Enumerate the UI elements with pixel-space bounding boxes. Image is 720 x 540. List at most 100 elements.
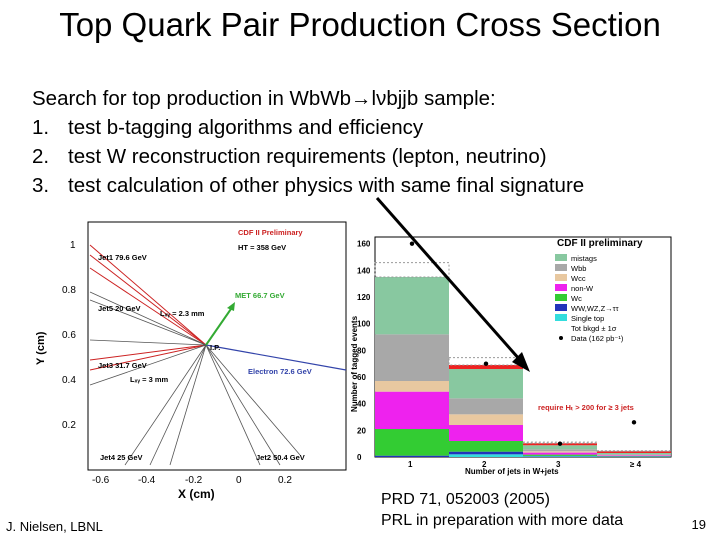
jet4-label: Jet4 25 GeV bbox=[100, 453, 143, 462]
x-tick-label: 3 bbox=[556, 460, 561, 469]
histogram-x-label: Number of jets in W+jets bbox=[465, 467, 559, 476]
bullet-intro: Search for top production in WbWb→lνbjjb… bbox=[32, 84, 584, 113]
jet2-label: Jet2 50.4 GeV bbox=[256, 453, 305, 462]
bar-segment bbox=[449, 454, 523, 457]
bullet-list: Search for top production in WbWb→lνbjjb… bbox=[32, 84, 584, 200]
y-tick-label: 0.2 bbox=[62, 420, 76, 431]
histogram-title: CDF II preliminary bbox=[557, 238, 643, 249]
jet1-line bbox=[89, 244, 207, 346]
bar-segment bbox=[597, 451, 671, 453]
jet1-line bbox=[89, 254, 207, 346]
legend-swatch bbox=[555, 294, 567, 301]
x-tick-label: -0.2 bbox=[185, 475, 203, 486]
jet1-line bbox=[89, 267, 207, 346]
y-tick-label: 60 bbox=[357, 373, 366, 382]
track bbox=[205, 344, 301, 456]
bullet-number: 2. bbox=[32, 145, 50, 168]
bar-segment bbox=[523, 445, 597, 450]
legend-label: Tot bkgd ± 1σ bbox=[571, 324, 617, 333]
x-tick-label: 0 bbox=[236, 475, 242, 486]
electron-label: Electron 72.6 GeV bbox=[248, 367, 312, 376]
track-lines bbox=[89, 291, 301, 466]
jet3-line bbox=[89, 344, 207, 361]
legend-label: Wcc bbox=[571, 274, 586, 283]
legend-swatch bbox=[555, 284, 567, 291]
legend-label: Data (162 pb⁻¹) bbox=[571, 334, 624, 343]
reference-block: PRD 71, 052003 (2005) PRL in preparation… bbox=[381, 489, 623, 531]
x-tick-label: ≥ 4 bbox=[630, 460, 642, 469]
track bbox=[205, 344, 261, 466]
data-point bbox=[557, 441, 563, 446]
track bbox=[169, 344, 207, 466]
y-tick-label: 0.4 bbox=[62, 375, 76, 386]
bar-segment bbox=[375, 381, 449, 392]
event-display-frame bbox=[87, 221, 347, 471]
y-tick-label: 0 bbox=[357, 453, 362, 462]
histogram-x-ticks: 1 2 3 ≥ 4 bbox=[408, 460, 642, 469]
jet3-line bbox=[89, 344, 207, 371]
x-tick-label: -0.4 bbox=[138, 475, 156, 486]
x-ticks: -0.6 -0.4 -0.2 0 0.2 bbox=[92, 475, 292, 486]
bar-segment bbox=[375, 391, 449, 429]
bar-segment bbox=[375, 277, 449, 335]
bar-segment bbox=[375, 334, 449, 381]
legend-label: mistags bbox=[571, 254, 597, 263]
jet-lines bbox=[89, 244, 207, 371]
bar-segment bbox=[375, 429, 449, 456]
y-tick-label: 140 bbox=[357, 266, 371, 275]
author-footer: J. Nielsen, LBNL bbox=[6, 519, 103, 534]
x-tick-label: 1 bbox=[408, 460, 413, 469]
y-tick-label: 20 bbox=[357, 426, 366, 435]
bullet-number: 1. bbox=[32, 116, 50, 139]
legend-swatch bbox=[555, 274, 567, 281]
bar-segment bbox=[449, 369, 523, 399]
bar-segment bbox=[597, 455, 671, 457]
data-point bbox=[409, 241, 415, 246]
track bbox=[149, 344, 207, 466]
data-point bbox=[631, 420, 637, 425]
bar-segment bbox=[597, 453, 671, 455]
legend-swatch bbox=[555, 304, 567, 311]
reference-line-1: PRD 71, 052003 (2005) bbox=[381, 491, 550, 508]
bar-segment bbox=[449, 441, 523, 452]
legend-swatch bbox=[555, 264, 567, 271]
bar-segment bbox=[523, 451, 597, 453]
met-label: MET 66.7 GeV bbox=[235, 291, 285, 300]
bullet-number: 3. bbox=[32, 174, 50, 197]
bullet-item: 1. test b-tagging algorithms and efficien… bbox=[32, 113, 584, 142]
event-header: CDF II Preliminary bbox=[238, 228, 303, 237]
y-tick-label: 0.8 bbox=[62, 285, 76, 296]
legend-label: Single top bbox=[571, 314, 604, 323]
track bbox=[89, 291, 207, 346]
y-tick-label: 120 bbox=[357, 293, 371, 302]
ht-label: HT = 358 GeV bbox=[238, 243, 286, 252]
histogram-y-ticks: 0 20 40 60 80 100 120 140 160 bbox=[357, 240, 371, 462]
y-tick-label: 100 bbox=[357, 320, 371, 329]
legend-label: Wbb bbox=[571, 264, 586, 273]
x-tick-label: 2 bbox=[482, 460, 487, 469]
histogram-annotation: require Hₜ > 200 for ≥ 3 jets bbox=[538, 403, 634, 412]
bar-segment bbox=[449, 425, 523, 441]
y-tick-label: 160 bbox=[357, 240, 371, 249]
y-tick-label: 0.6 bbox=[62, 330, 76, 341]
met-arrow bbox=[205, 305, 234, 346]
track bbox=[89, 344, 207, 386]
legend-swatch bbox=[555, 314, 567, 321]
jet5-label: Jet5 20 GeV bbox=[98, 304, 141, 313]
legend-label: non-W bbox=[571, 284, 594, 293]
tagged-events-histogram: 0 20 40 60 80 100 120 140 160 1 2 3 ≥ 4 CDF II prel… bbox=[350, 236, 672, 476]
track bbox=[89, 339, 207, 346]
track bbox=[205, 344, 281, 466]
y-tick-label: 80 bbox=[357, 346, 366, 355]
x-tick-label: 0.2 bbox=[278, 475, 292, 486]
bullet-item: 3. test calculation of other physics with… bbox=[32, 171, 584, 200]
legend-label: WW,WZ,Z→ττ bbox=[571, 304, 619, 313]
bar-segment bbox=[597, 454, 671, 455]
legend-data-marker bbox=[559, 336, 563, 340]
y-tick-label: 40 bbox=[357, 400, 366, 409]
electron-line bbox=[205, 344, 347, 371]
bar-segment bbox=[375, 455, 449, 457]
data-point bbox=[483, 361, 489, 366]
bar-segment bbox=[449, 414, 523, 425]
